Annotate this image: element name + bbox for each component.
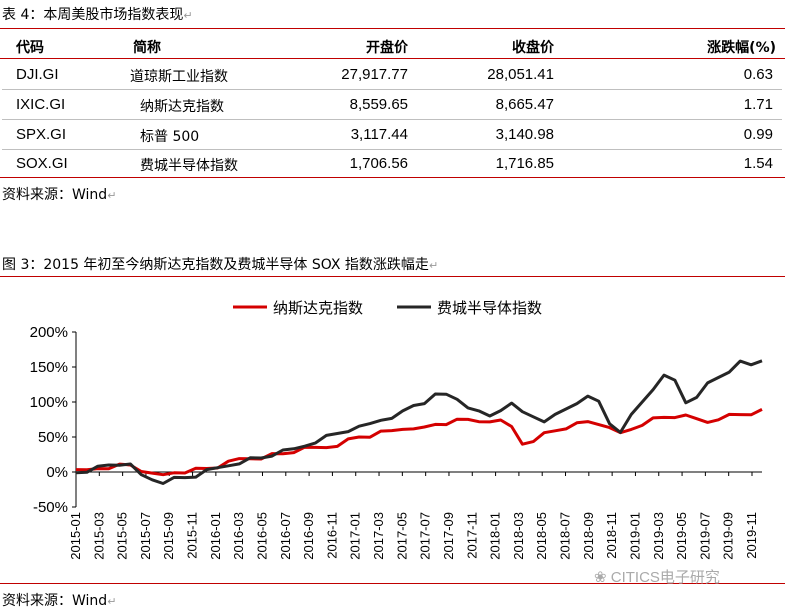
x-tick-label: 2015-03: [91, 512, 106, 560]
x-tick-label: 2016-09: [301, 512, 316, 560]
x-tick-label: 2016-11: [324, 512, 339, 559]
x-tick-label: 2015-09: [161, 512, 176, 560]
x-tick-label: 2015-01: [68, 512, 83, 560]
series-line-1: [75, 408, 763, 477]
legend-label-1: 纳斯达克指数: [273, 300, 363, 317]
x-tick-label: 2017-01: [348, 512, 363, 560]
chart-legend: 纳斯达克指数 费城半导体指数: [233, 300, 542, 317]
watermark-text: CITICS电子研究: [610, 569, 720, 586]
table-row-2-open: 8,559.65: [349, 96, 408, 113]
x-tick-label: 2017-11: [464, 512, 479, 559]
table-row-4-name: 费城半导体指数: [140, 158, 238, 174]
y-tick-label: 100%: [30, 394, 68, 411]
y-tick-label: 50%: [38, 429, 68, 446]
table-row-4-code: SOX.GI: [16, 155, 68, 172]
row-divider: [2, 149, 782, 150]
x-tick-label: 2017-09: [441, 512, 456, 560]
watermark: ❀ CITICS电子研究: [594, 566, 720, 587]
table-row-3-close: 3,140.98: [495, 126, 554, 143]
x-tick-label: 2016-03: [231, 512, 246, 560]
table-row-1-close: 28,051.41: [487, 66, 554, 83]
x-tick-label: 2019-11: [744, 512, 759, 559]
table-caption-text: 表 4：本周美股市场指数表现: [2, 7, 184, 23]
legend-label-2: 费城半导体指数: [437, 300, 542, 317]
x-tick-label: 2016-01: [208, 512, 223, 560]
x-tick-label: 2018-11: [604, 512, 619, 559]
chart-series: [75, 359, 763, 485]
series-line-2: [75, 359, 763, 485]
table-row-4-open: 1,706.56: [349, 155, 408, 172]
table-row-4-close: 1,716.85: [495, 155, 554, 172]
x-tick-label: 2018-01: [488, 512, 503, 560]
figure-caption: 图 3：2015 年初至今纳斯达克指数及费城半导体 SOX 指数涨跌幅走↵: [2, 254, 438, 274]
table-top-rule: [0, 28, 785, 29]
x-tick-label: 2016-07: [278, 512, 293, 560]
x-tick-label: 2015-05: [115, 512, 130, 560]
figure-source: 资料来源：Wind↵: [2, 590, 116, 610]
row-divider: [2, 119, 782, 120]
table-row-3-code: SPX.GI: [16, 126, 67, 143]
figure-caption-text: 图 3：2015 年初至今纳斯达克指数及费城半导体 SOX 指数涨跌幅走: [2, 257, 429, 273]
x-tick-label: 2019-07: [697, 512, 712, 560]
x-tick-label: 2018-03: [511, 512, 526, 560]
x-tick-label: 2017-03: [371, 512, 386, 560]
header-close: 收盘价: [512, 40, 554, 56]
x-tick-label: 2019-05: [674, 512, 689, 560]
table-bottom-rule: [0, 177, 785, 178]
return-mark-icon: ↵: [107, 595, 117, 608]
x-tick-label: 2015-11: [185, 512, 200, 559]
return-mark-icon: ↵: [107, 189, 117, 202]
y-tick-label: -50%: [33, 499, 68, 516]
return-mark-icon: ↵: [183, 9, 193, 22]
table-row-3-name: 标普 500: [140, 129, 200, 145]
header-name: 简称: [133, 40, 161, 56]
figure-top-rule: [0, 276, 785, 277]
header-code: 代码: [16, 40, 44, 56]
header-change: 涨跌幅(%): [707, 40, 776, 56]
x-tick-label: 2018-09: [581, 512, 596, 560]
figure-source-text: 资料来源：Wind: [2, 593, 108, 609]
table-row-4-change: 1.54: [743, 155, 773, 172]
table-row-1-code: DJI.GI: [16, 66, 59, 83]
x-tick-label: 2019-03: [651, 512, 666, 560]
x-tick-label: 2019-09: [721, 512, 736, 560]
x-tick-label: 2015-07: [138, 512, 153, 560]
table-source-text: 资料来源：Wind: [2, 187, 108, 203]
table-row-1-name: 道琼斯工业指数: [130, 69, 228, 85]
x-axis: 2015-01 2015-03 2015-05 2015-07 2015-09 2015-…: [68, 471, 762, 560]
header-rule: [0, 58, 785, 59]
x-tick-label: 2018-07: [558, 512, 573, 560]
table-row-1-open: 27,917.77: [341, 66, 408, 83]
header-open: 开盘价: [366, 40, 408, 56]
line-chart: 纳斯达克指数 费城半导体指数 200% 150% 100% 50% 0% -50% 2015…: [30, 300, 763, 560]
y-axis: 200% 150% 100% 50% 0% -50%: [30, 324, 77, 516]
table-caption: 表 4：本周美股市场指数表现↵: [2, 4, 193, 24]
x-tick-label: 2017-07: [418, 512, 433, 560]
figure-bottom-rule: [0, 583, 785, 584]
table-row-3-open: 3,117.44: [350, 126, 408, 143]
y-tick-label: 200%: [30, 324, 68, 341]
table-row-2-code: IXIC.GI: [16, 96, 66, 113]
table-source: 资料来源：Wind↵: [2, 184, 116, 204]
x-tick-label: 2017-05: [394, 512, 409, 560]
table-row-3-change: 0.99: [743, 126, 773, 143]
x-tick-label: 2018-05: [534, 512, 549, 560]
y-tick-label: 0%: [46, 464, 68, 481]
wechat-logo-icon: ❀: [594, 569, 607, 586]
table-row-1-change: 0.63: [743, 66, 773, 83]
table-row-2-change: 1.71: [743, 96, 773, 113]
return-mark-icon: ↵: [428, 259, 439, 272]
row-divider: [2, 89, 782, 90]
table-row-2-name: 纳斯达克指数: [140, 99, 224, 115]
x-tick-label: 2016-05: [254, 512, 269, 560]
y-tick-label: 150%: [30, 359, 68, 376]
x-tick-label: 2019-01: [627, 512, 642, 560]
table-row-2-close: 8,665.47: [495, 96, 554, 113]
